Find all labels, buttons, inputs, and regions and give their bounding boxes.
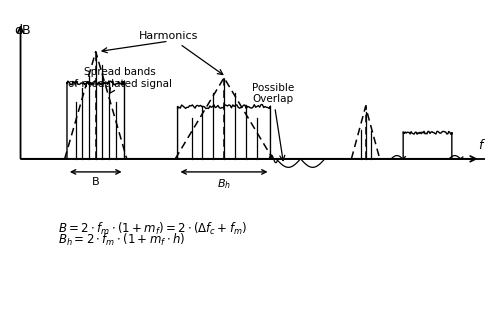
Text: dB: dB [14, 23, 30, 37]
Text: B: B [92, 177, 100, 187]
Text: Harmonics: Harmonics [139, 31, 223, 75]
Text: $B_h$: $B_h$ [217, 177, 231, 191]
Text: Spread bands
of modulated signal: Spread bands of modulated signal [68, 67, 172, 94]
Text: $B_h = 2\cdot f_m\cdot\left(1+m_f\cdot h\right)$: $B_h = 2\cdot f_m\cdot\left(1+m_f\cdot h… [58, 232, 185, 248]
Text: $B = 2\cdot f_m\cdot\left(1+m_f\right)=2\cdot\left(\Delta f_c+f_m\right)$: $B = 2\cdot f_m\cdot\left(1+m_f\right)=2… [58, 221, 247, 237]
Text: f: f [478, 139, 482, 152]
Text: Possible
Overlap: Possible Overlap [252, 83, 294, 161]
